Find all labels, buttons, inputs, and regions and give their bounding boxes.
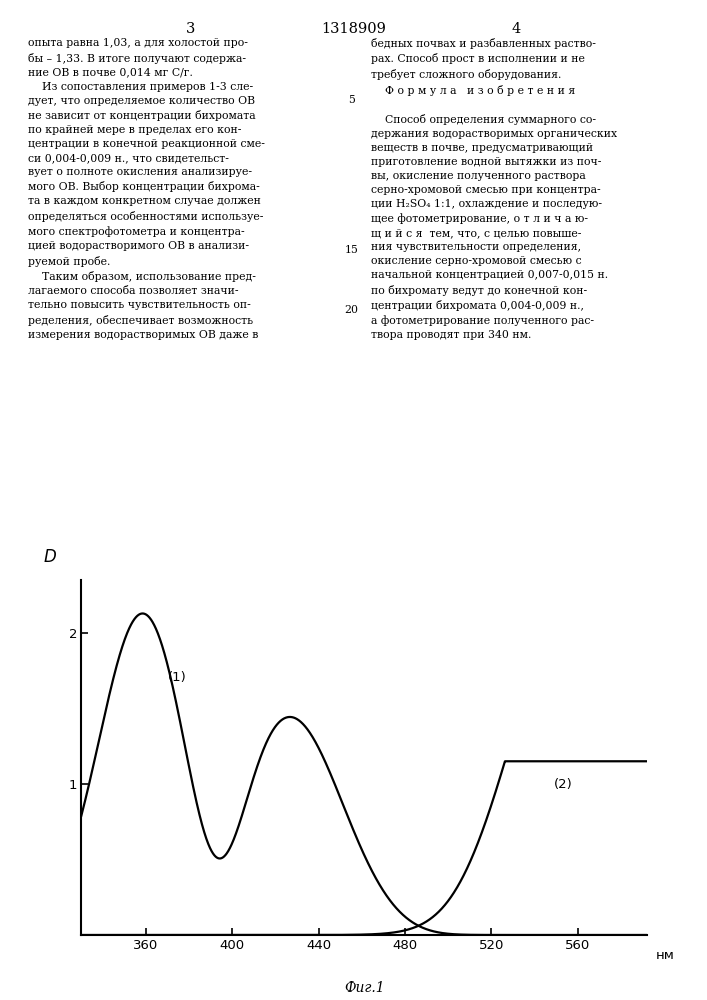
- Text: 1318909: 1318909: [321, 22, 386, 36]
- Text: нм: нм: [655, 949, 674, 962]
- Text: опыта равна 1,03, а для холостой про-
бы – 1,33. В итоге получают содержа-
ние О: опыта равна 1,03, а для холостой про- бы…: [28, 38, 265, 340]
- Text: (2): (2): [554, 778, 573, 791]
- Text: 5: 5: [348, 95, 355, 105]
- Text: 4: 4: [511, 22, 521, 36]
- Text: D: D: [44, 548, 57, 566]
- Text: Фиг.1: Фиг.1: [344, 981, 385, 995]
- Text: 15: 15: [344, 245, 358, 255]
- Text: (1): (1): [168, 671, 187, 684]
- Text: 20: 20: [344, 305, 358, 315]
- Text: 3: 3: [186, 22, 196, 36]
- Text: бедных почвах и разбавленных раство-
рах. Способ прост в исполнении и не
требует: бедных почвах и разбавленных раство- рах…: [371, 38, 617, 340]
